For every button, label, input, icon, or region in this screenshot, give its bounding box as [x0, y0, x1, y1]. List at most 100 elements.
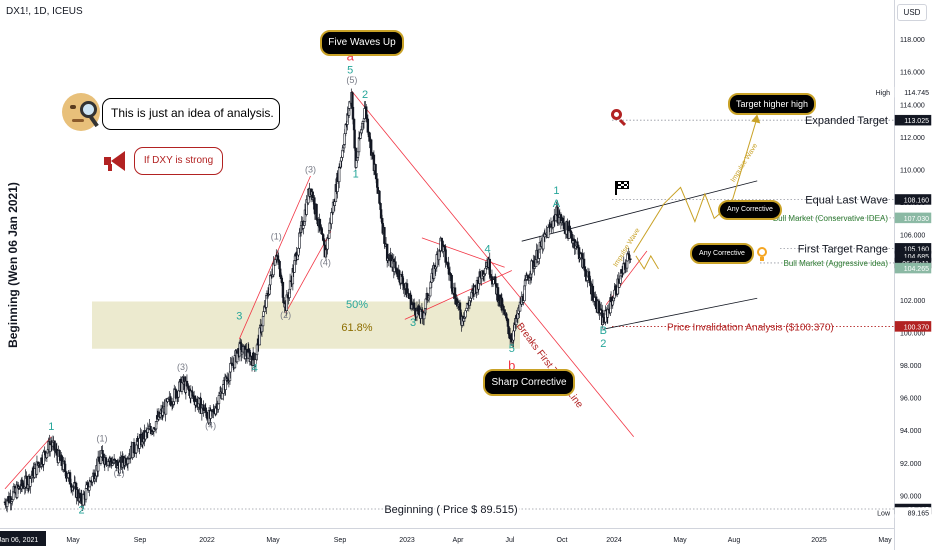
wave-label: A: [553, 198, 561, 210]
time-tick: Apr: [453, 537, 465, 544]
candle-body: [274, 259, 277, 266]
megaphone-icon: [104, 150, 130, 172]
bull-channel-upper: [521, 180, 758, 242]
candle-body: [297, 247, 300, 256]
candle-body: [494, 276, 497, 284]
time-tick: Oct: [557, 537, 568, 544]
candle-body: [355, 160, 358, 168]
wave-labels: 12(1)(2)(3)(4)34(1)(2)(3)(4)(5)5123451AB…: [48, 48, 607, 516]
sharp-corrective-note: Sharp Corrective: [483, 369, 575, 396]
candle-body: [611, 300, 614, 306]
currency-button[interactable]: USD: [897, 4, 927, 21]
candle: [185, 374, 189, 388]
wave-label: 1: [553, 185, 559, 197]
price-tick: 112.000: [900, 135, 925, 142]
wave-label: (5): [346, 75, 357, 85]
candle: [369, 138, 373, 160]
candle-body: [135, 444, 138, 454]
candle-body: [547, 227, 550, 238]
candle-body: [366, 118, 370, 133]
wave-label: (1): [271, 232, 282, 242]
candle-body: [356, 151, 360, 158]
price-tick: 106.000: [900, 233, 925, 240]
cycle-label: b: [508, 358, 515, 373]
candle-body: [619, 272, 623, 277]
candle-body: [252, 352, 255, 361]
candle-body: [371, 152, 375, 156]
candle-body: [507, 326, 510, 335]
price-tick: 102.000: [900, 298, 925, 305]
level-texts: Expanded Target Equal Last Wave Bull Marke…: [382, 90, 891, 518]
candle-body: [260, 325, 264, 333]
candle: [331, 199, 335, 215]
time-tick: Jul: [506, 537, 515, 544]
price-label: 105.160: [904, 246, 929, 253]
candle-body: [164, 399, 168, 415]
time-tick: May: [266, 537, 280, 544]
time-tick: Jan 06, 2021: [0, 537, 38, 544]
candle-body: [343, 133, 346, 145]
candle-body: [278, 268, 282, 277]
level-label-invalidation: Price Invalidation Analysis ($100.370): [667, 322, 834, 333]
price-label-box: [894, 212, 932, 224]
candles: [3, 88, 632, 513]
candle-body: [20, 479, 24, 487]
price-tag: Low: [877, 511, 891, 518]
candle: [353, 126, 356, 151]
wave-label: 4: [484, 244, 490, 256]
price-label: 113.025: [904, 118, 929, 125]
price-label: 100.370: [904, 324, 929, 331]
time-axis[interactable]: [0, 528, 894, 550]
breaks-first-trend-line: [351, 91, 634, 437]
price-tick: 90.000: [900, 493, 922, 500]
five-waves-up-note: Five Waves Up: [320, 30, 404, 56]
candle-body: [341, 147, 345, 151]
time-tick: May: [66, 537, 80, 544]
time-tick: Aug: [728, 537, 741, 544]
aggressive-projection: [635, 254, 659, 270]
candle-body: [255, 344, 259, 356]
candle-body: [629, 258, 632, 260]
price-tick: 100.000: [900, 330, 925, 337]
candle-body: [477, 283, 480, 290]
wave-label: 2: [362, 89, 368, 101]
bull-channel-lower: [603, 297, 758, 330]
wave-label: (1): [97, 434, 108, 444]
price-tick: 114.000: [900, 102, 925, 109]
candle-body: [353, 129, 356, 149]
candle-body: [209, 410, 212, 419]
candle-body: [508, 334, 512, 340]
level-label-beginning: Beginning ( Price $ 89.515): [384, 504, 517, 516]
candle-body: [429, 282, 432, 289]
time-tick: 2022: [199, 537, 215, 544]
any-corrective-note-aggressive: Any Corrective: [690, 243, 754, 264]
candle-body: [351, 106, 355, 120]
y-axis-title: Beginning (Wen 06 Jan 2021): [6, 182, 20, 348]
candle-body: [506, 318, 510, 327]
wave-label: (3): [177, 362, 188, 372]
corrective-channel-line: [421, 237, 505, 268]
any-corrective-note-conservative: Any Corrective: [718, 200, 782, 220]
candle-body: [191, 391, 194, 397]
level-label-first-target: First Target Range: [798, 243, 888, 255]
candle-body: [192, 395, 196, 402]
symbol-title[interactable]: DX1!, 1D, ICEUS: [6, 6, 83, 17]
candle-body: [570, 231, 573, 239]
candle-body: [383, 227, 386, 244]
price-tick: 94.000: [900, 428, 922, 435]
level-label-expanded-target: Expanded Target: [805, 115, 888, 127]
candle-body: [88, 486, 91, 491]
candle-body: [561, 217, 565, 224]
price-label-box: [894, 262, 932, 274]
candle-body: [512, 330, 515, 341]
price-label: 104.685: [904, 254, 929, 261]
price-tick: 92.000: [900, 461, 922, 468]
candle-body: [625, 260, 629, 269]
candle: [464, 310, 467, 319]
candle: [315, 203, 318, 222]
candle-body: [537, 258, 540, 262]
candle-body: [428, 287, 432, 297]
candle-body: [618, 283, 621, 288]
candle: [477, 283, 480, 295]
